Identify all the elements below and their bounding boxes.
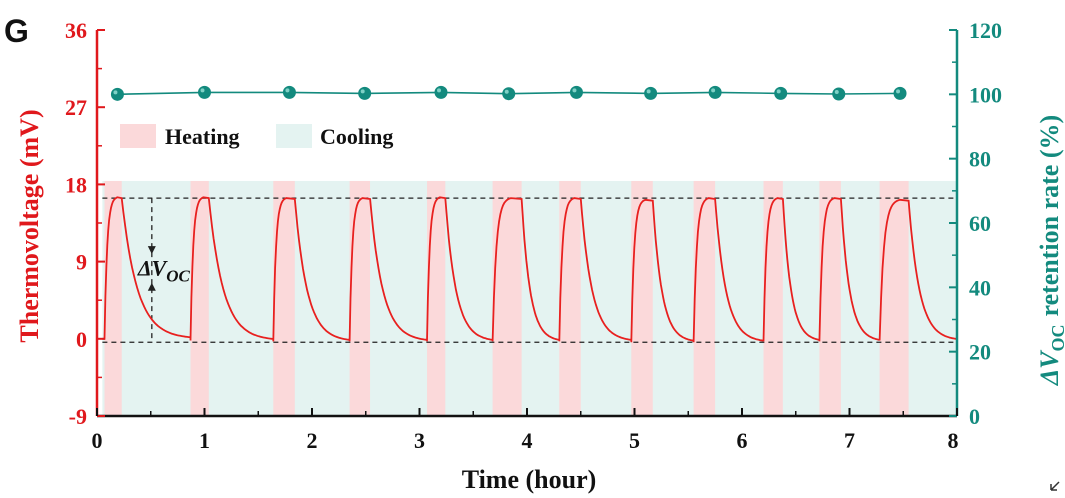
retention-point-highlight-10 <box>776 89 781 94</box>
heating-band-7 <box>559 180 581 416</box>
heating-band-11 <box>819 180 841 416</box>
y-axis-left-label: Thermovoltage (mV) <box>15 109 44 342</box>
reference-lines <box>102 197 957 343</box>
retention-point-3 <box>282 85 296 99</box>
legend: Heating Cooling <box>120 124 393 149</box>
retention-point-10 <box>774 86 788 100</box>
heating-cooling-bands <box>102 180 957 416</box>
legend-swatch-cooling <box>276 124 312 148</box>
y-left-tick-label-0: -9 <box>69 404 87 429</box>
panel-label: G <box>4 13 29 49</box>
y-left-tick-label-4: 27 <box>65 95 87 120</box>
heating-band-10 <box>763 180 783 416</box>
y-right-tick-label-4: 80 <box>969 147 991 172</box>
heating-band-2 <box>190 180 209 416</box>
retention-point-5 <box>434 85 448 99</box>
retention-point-9 <box>708 85 722 99</box>
retention-point-8 <box>644 86 658 100</box>
retention-point-highlight-3 <box>285 88 290 93</box>
retention-point-highlight-4 <box>360 89 365 94</box>
x-axis-label: Time (hour) <box>462 465 597 494</box>
delta-voc-annotation: ΔVOC <box>137 198 191 343</box>
retention-point-highlight-5 <box>437 88 441 93</box>
annotation-arrow-up <box>147 282 156 291</box>
y-right-tick-label-2: 40 <box>969 275 991 300</box>
retention-point-highlight-2 <box>200 88 205 93</box>
y-left-tick-label-3: 18 <box>65 172 87 197</box>
x-tick-label-3: 3 <box>414 428 425 453</box>
retention-point-highlight-8 <box>646 89 651 94</box>
x-tick-label-2: 2 <box>307 428 318 453</box>
y-left-tick-label-1: 0 <box>76 327 87 352</box>
x-tick-label-7: 7 <box>844 428 855 453</box>
legend-label-cooling: Cooling <box>320 124 393 149</box>
y-left-tick-label-2: 9 <box>76 250 87 275</box>
thermovoltage-curve <box>102 196 958 343</box>
heating-band-4 <box>349 180 371 416</box>
retention-point-4 <box>358 86 372 100</box>
legend-label-heating: Heating <box>165 124 240 149</box>
retention-point-1 <box>110 87 124 101</box>
legend-swatch-heating <box>120 124 156 148</box>
retention-point-highlight-7 <box>572 88 577 93</box>
retention-series <box>110 85 907 101</box>
watermark-text: 知识泥土六二三 <box>806 443 1002 476</box>
heating-band-5 <box>427 180 446 416</box>
y-right-tick-label-0: 0 <box>969 404 980 429</box>
retention-line <box>117 91 901 96</box>
heating-band-3 <box>273 180 295 416</box>
y-right-tick-label-6: 120 <box>969 18 1002 43</box>
x-tick-label-6: 6 <box>737 428 748 453</box>
delta-voc-label: ΔVOC <box>137 255 191 285</box>
retention-point-highlight-6 <box>504 89 509 94</box>
retention-point-12 <box>893 86 907 100</box>
y-left-tick-label-5: 36 <box>65 18 87 43</box>
retention-point-highlight-11 <box>834 90 839 95</box>
x-tick-label-1: 1 <box>199 428 210 453</box>
heating-band-12 <box>879 180 909 416</box>
x-tick-label-5: 5 <box>629 428 640 453</box>
thermovoltage-line <box>102 196 958 343</box>
annotation-arrow-down <box>147 246 156 255</box>
heating-band-8 <box>631 180 653 416</box>
y-right-tick-label-5: 100 <box>969 82 1002 107</box>
cooling-band <box>102 180 957 416</box>
resize-icon[interactable] <box>1047 480 1061 494</box>
x-tick-label-0: 0 <box>92 428 103 453</box>
y-right-tick-label-3: 60 <box>969 211 991 236</box>
retention-point-2 <box>198 85 211 99</box>
retention-point-6 <box>502 87 516 101</box>
retention-point-highlight-9 <box>711 88 716 93</box>
x-tick-label-4: 4 <box>522 428 533 453</box>
heating-band-1 <box>104 180 122 416</box>
retention-point-7 <box>569 85 583 99</box>
retention-point-highlight-12 <box>896 89 901 94</box>
y-right-tick-label-1: 20 <box>969 340 991 365</box>
retention-point-11 <box>832 87 846 101</box>
retention-point-highlight-1 <box>113 90 118 95</box>
heating-band-9 <box>693 180 716 416</box>
x-tick-label-8: 8 <box>948 428 959 453</box>
heating-band-6 <box>492 180 522 416</box>
y-axis-right-label: ΔVOCretention rate (%) <box>1035 115 1065 386</box>
